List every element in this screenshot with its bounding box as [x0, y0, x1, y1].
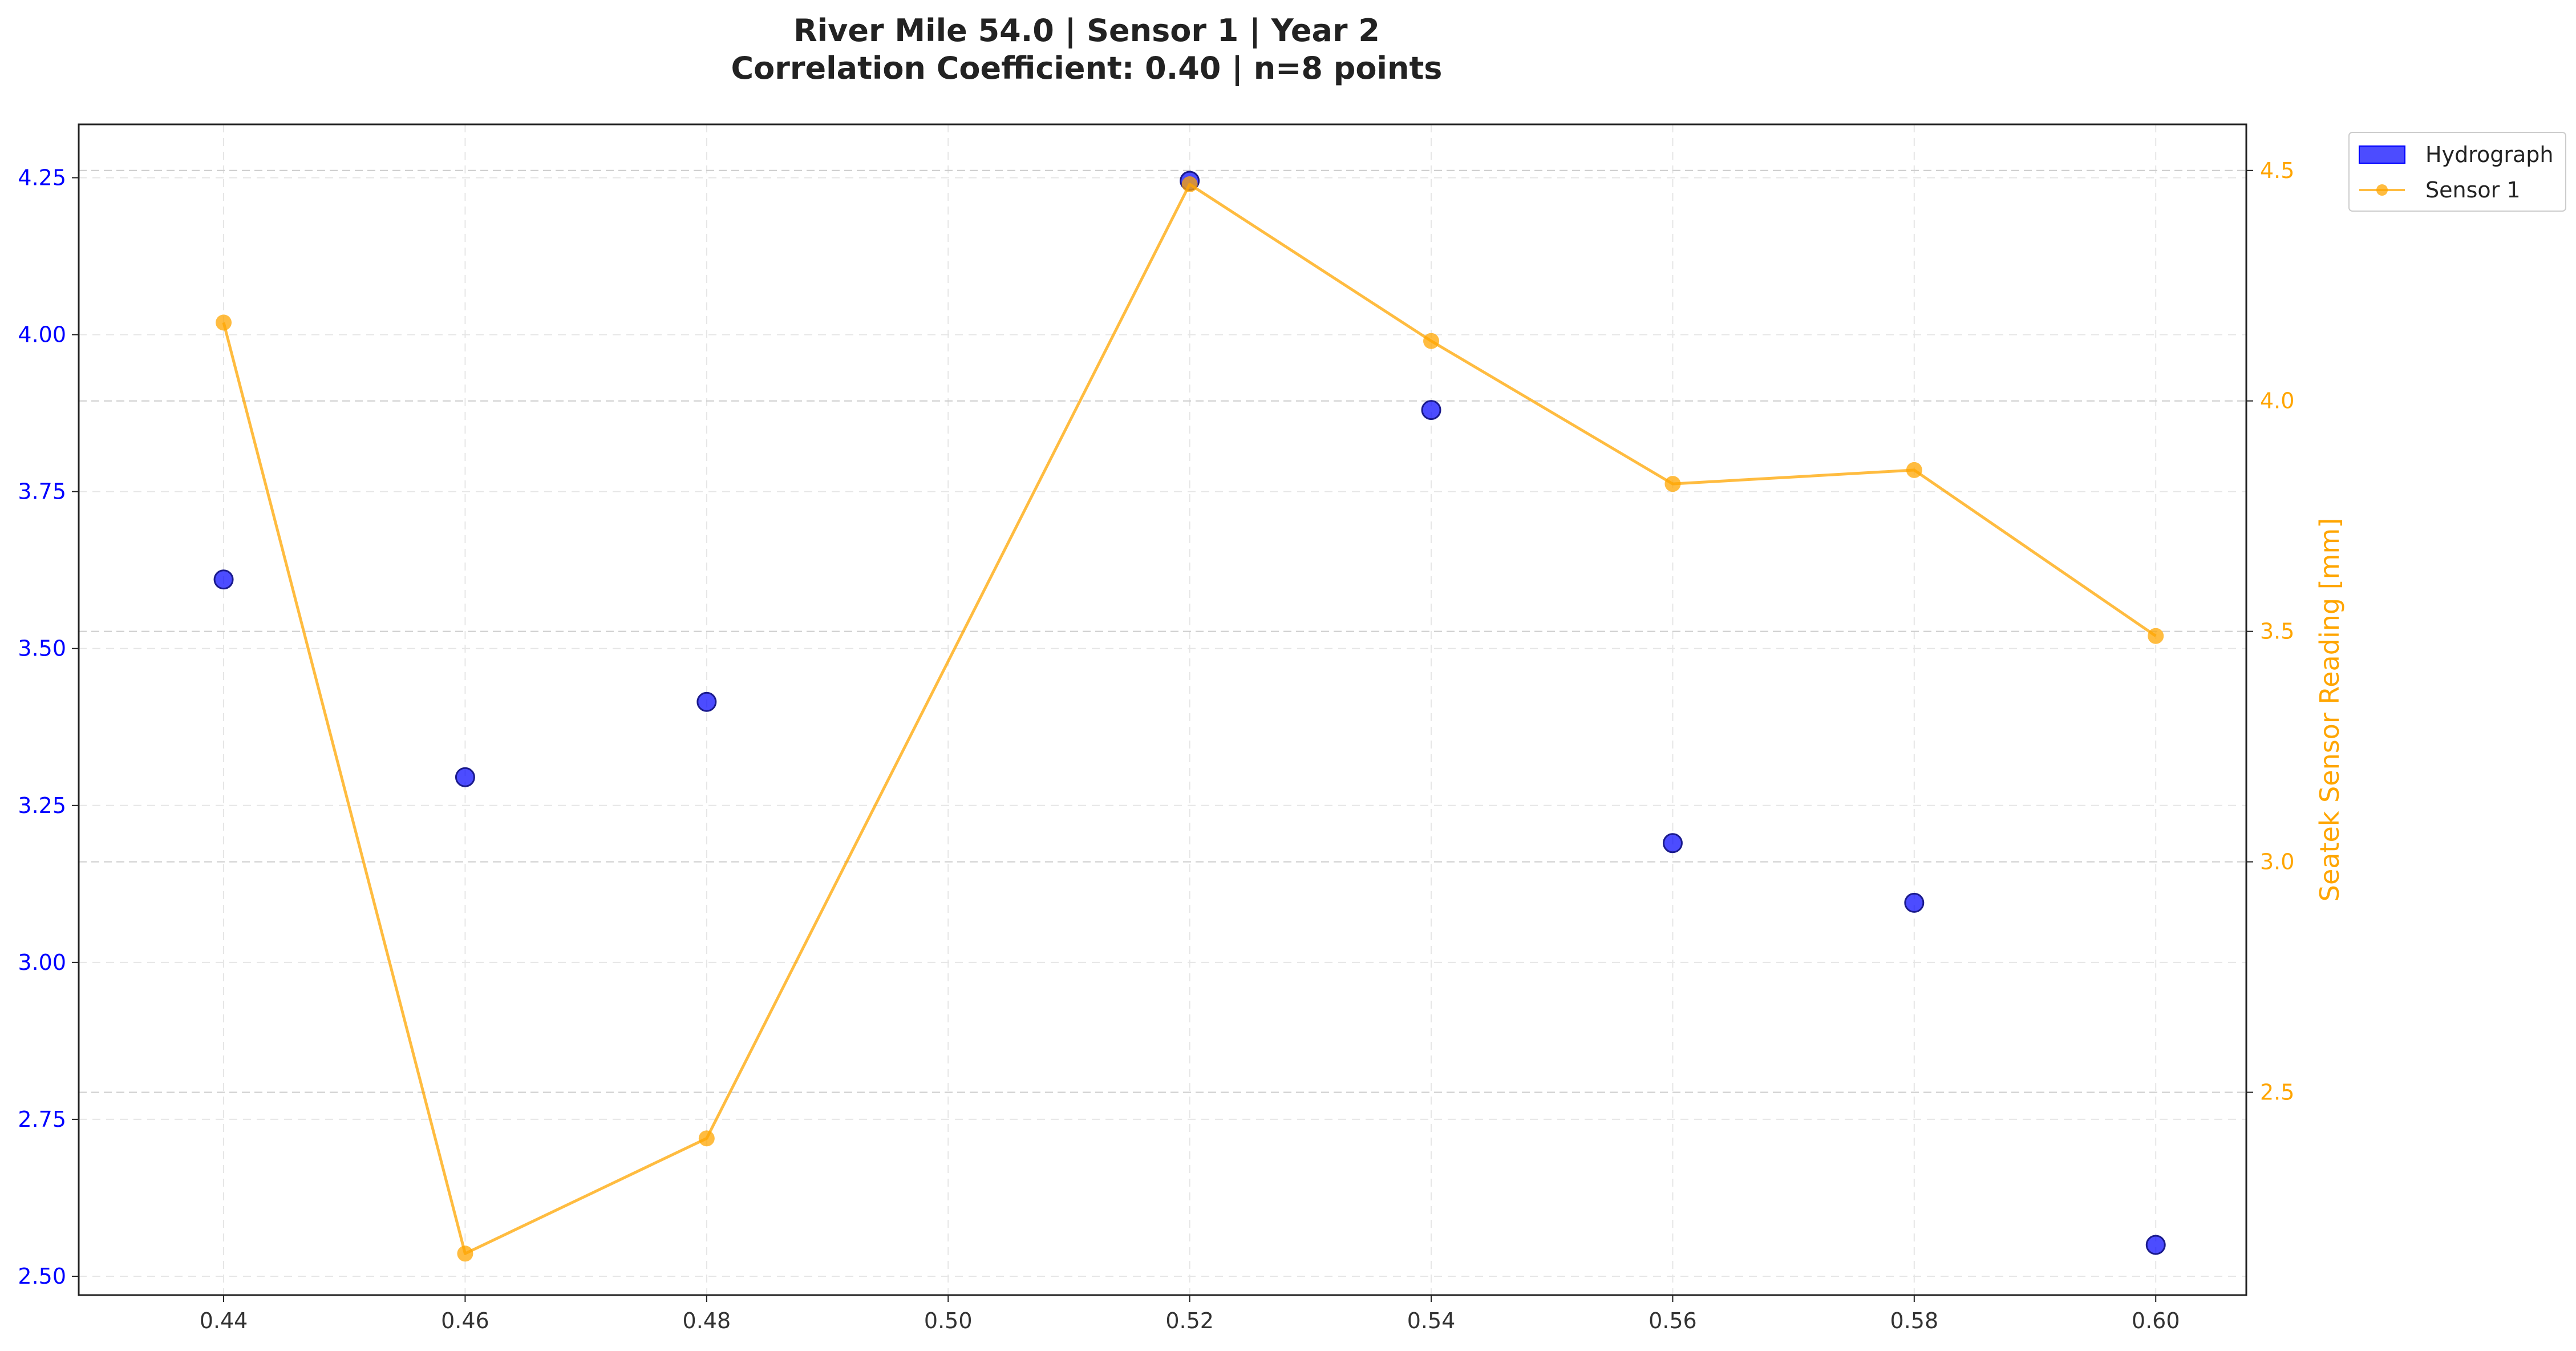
- x-axis: 0.44 0.46 0.48 0.50 0.52 0.54 0.56 0.58 0.60: [200, 1295, 2180, 1333]
- x-tick-label: 0.54: [1407, 1308, 1456, 1333]
- y-left-tick-label: 3.25: [18, 793, 66, 818]
- chart-title: River Mile 54.0 | Sensor 1 | Year 2: [793, 13, 1380, 48]
- y-right-tick-label: 4.5: [2260, 158, 2294, 183]
- y-left-tick-label: 3.00: [18, 950, 66, 975]
- hydrograph-point: [1421, 400, 1441, 420]
- hydrograph-point: [455, 767, 475, 787]
- hydrograph-point: [1662, 833, 1683, 854]
- x-tick-label: 0.48: [683, 1308, 731, 1333]
- y-left-tick-label: 2.75: [18, 1107, 66, 1132]
- hydrograph-point: [2145, 1235, 2166, 1255]
- legend-marker-sensor1: [2376, 184, 2388, 196]
- x-tick-label: 0.58: [1890, 1308, 1939, 1333]
- y-right-tick-label: 3.0: [2260, 850, 2294, 875]
- y-left-tick-label: 2.50: [18, 1264, 66, 1289]
- legend: Hydrograph Sensor 1: [2348, 132, 2566, 212]
- hydrograph-point: [1904, 892, 1925, 913]
- x-tick-label: 0.46: [441, 1308, 489, 1333]
- hydrograph-point: [696, 691, 717, 712]
- y-right-tick-label: 2.5: [2260, 1080, 2294, 1105]
- sensor1-point: [216, 314, 232, 331]
- x-tick-label: 0.52: [1165, 1308, 1214, 1333]
- right-y-axis-label: Seatek Sensor Reading [mm]: [2314, 518, 2345, 901]
- sensor1-point: [1906, 462, 1922, 478]
- chart-subtitle: Correlation Coefficient: 0.40 | n=8 poin…: [731, 50, 1443, 86]
- left-y-axis: 2.50 2.75 3.00 3.25 3.50 3.75 4.00 4.25: [18, 165, 79, 1289]
- x-tick-label: 0.60: [2132, 1308, 2180, 1333]
- sensor1-point: [457, 1245, 473, 1262]
- x-tick-label: 0.56: [1649, 1308, 1697, 1333]
- right-y-axis: 2.5 3.0 3.5 4.0 4.5: [2246, 158, 2294, 1105]
- legend-label-sensor1: Sensor 1: [2425, 177, 2521, 203]
- legend-swatch-hydrograph: [2359, 145, 2405, 164]
- legend-label-hydrograph: Hydrograph: [2425, 142, 2553, 167]
- y-left-tick-label: 4.25: [18, 165, 66, 191]
- sensor1-point: [698, 1130, 715, 1147]
- sensor1-point: [1181, 176, 1198, 193]
- grid: [79, 124, 2246, 1295]
- sensor1-point: [2148, 628, 2164, 644]
- y-left-tick-label: 3.75: [18, 479, 66, 504]
- y-right-tick-label: 3.5: [2260, 619, 2294, 644]
- y-left-tick-label: 4.00: [18, 322, 66, 347]
- sensor1-point: [1664, 476, 1681, 492]
- x-tick-label: 0.44: [200, 1308, 248, 1333]
- right-axis-grid: [79, 169, 2246, 1093]
- x-tick-label: 0.50: [924, 1308, 973, 1333]
- series: [213, 171, 2166, 1262]
- sensor1-point: [1423, 333, 1440, 349]
- y-right-tick-label: 4.0: [2260, 389, 2294, 414]
- y-left-tick-label: 3.50: [18, 636, 66, 661]
- sensor1-line: [222, 183, 2157, 1255]
- plot-frame: [78, 123, 2247, 1296]
- hydrograph-point: [213, 569, 234, 590]
